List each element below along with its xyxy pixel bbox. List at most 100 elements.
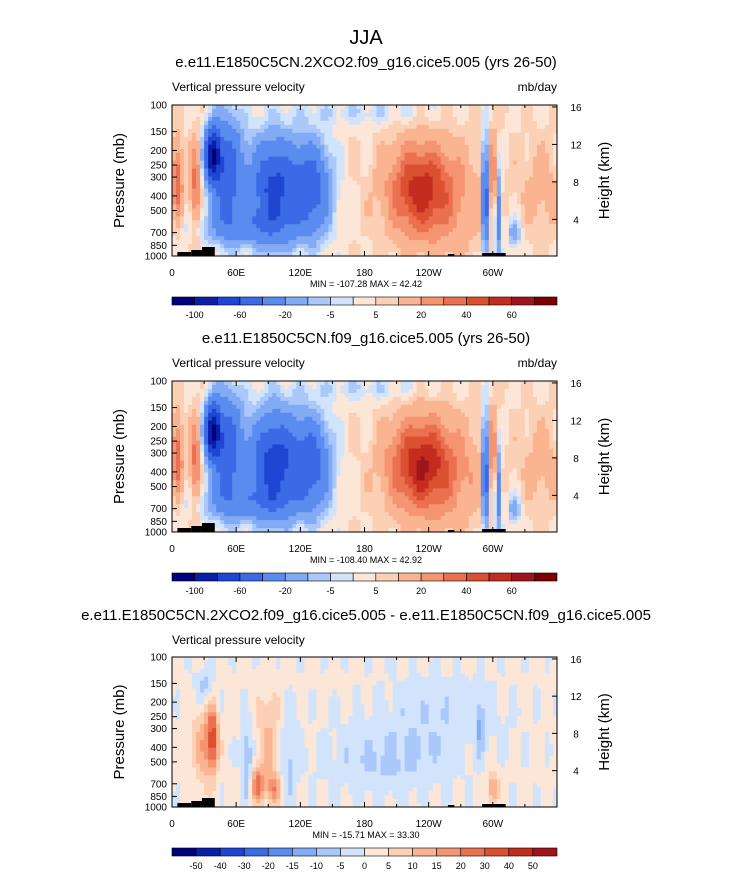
field-cell bbox=[452, 105, 458, 110]
field-cell bbox=[344, 144, 350, 150]
field-cell bbox=[480, 416, 486, 422]
field-cell bbox=[372, 252, 378, 257]
field-cell bbox=[188, 164, 193, 170]
field-cell bbox=[184, 105, 189, 110]
field-cell bbox=[260, 420, 265, 426]
field-cell bbox=[236, 156, 241, 162]
field-cell bbox=[448, 416, 454, 422]
field-cell bbox=[264, 180, 269, 186]
field-cell bbox=[540, 200, 546, 205]
field-cell bbox=[492, 240, 498, 245]
field-cell bbox=[364, 404, 370, 410]
field-cell bbox=[444, 105, 450, 110]
field-cell bbox=[204, 172, 209, 178]
field-cell bbox=[480, 420, 486, 426]
y2-axis-label: Height (km) bbox=[596, 142, 613, 220]
field-cell bbox=[416, 228, 422, 233]
field-cell bbox=[228, 148, 233, 154]
field-cell bbox=[212, 236, 217, 241]
field-cell bbox=[424, 152, 430, 158]
field-cell bbox=[252, 180, 257, 186]
field-cell bbox=[232, 240, 237, 245]
field-cell bbox=[452, 212, 458, 217]
field-cell bbox=[304, 240, 309, 245]
field-cell bbox=[456, 136, 462, 142]
field-cell bbox=[380, 252, 386, 257]
field-cell bbox=[444, 148, 450, 154]
field-cell bbox=[376, 108, 382, 114]
field-cell bbox=[176, 424, 181, 430]
field-cell bbox=[436, 220, 442, 225]
field-cell bbox=[296, 236, 301, 241]
field-cell bbox=[272, 428, 277, 434]
field-cell bbox=[336, 168, 342, 174]
field-cell bbox=[364, 152, 370, 158]
field-cell bbox=[296, 200, 301, 205]
field-cell bbox=[548, 144, 554, 150]
field-cell bbox=[364, 112, 370, 118]
field-cell bbox=[352, 212, 358, 217]
field-cell bbox=[188, 208, 193, 213]
field-cell bbox=[468, 236, 474, 241]
field-cell bbox=[480, 381, 486, 386]
field-cell bbox=[272, 208, 277, 213]
field-cell bbox=[248, 252, 253, 257]
field-cell bbox=[412, 176, 418, 182]
field-cell bbox=[504, 120, 510, 126]
field-cell bbox=[244, 116, 249, 122]
field-cell bbox=[248, 124, 253, 130]
field-cell bbox=[476, 416, 482, 422]
field-cell bbox=[212, 381, 217, 386]
field-cell bbox=[520, 184, 526, 190]
field-cell bbox=[436, 188, 442, 194]
field-cell bbox=[324, 400, 330, 406]
field-cell bbox=[344, 208, 350, 213]
field-cell bbox=[452, 416, 458, 422]
field-cell bbox=[268, 392, 273, 398]
field-cell bbox=[364, 116, 370, 122]
field-cell bbox=[212, 176, 217, 182]
field-cell bbox=[408, 232, 414, 237]
field-cell bbox=[436, 252, 442, 257]
field-cell bbox=[204, 112, 209, 118]
field-cell bbox=[484, 120, 490, 126]
field-cell bbox=[484, 124, 490, 130]
field-cell bbox=[528, 381, 534, 386]
field-cell bbox=[184, 232, 189, 237]
field-cell bbox=[432, 192, 438, 197]
field-cell bbox=[504, 160, 510, 166]
field-cell bbox=[228, 240, 233, 245]
field-cell bbox=[220, 392, 225, 398]
field-cell bbox=[428, 220, 434, 225]
field-cell bbox=[376, 408, 382, 414]
field-cell bbox=[200, 128, 205, 134]
field-cell bbox=[216, 392, 221, 398]
field-cell bbox=[292, 124, 297, 130]
field-cell bbox=[308, 428, 313, 434]
field-cell bbox=[492, 152, 498, 158]
field-cell bbox=[408, 384, 414, 390]
field-cell bbox=[472, 252, 478, 257]
field-cell bbox=[468, 216, 474, 221]
field-cell bbox=[292, 416, 297, 422]
field-cell bbox=[424, 192, 430, 197]
field-cell bbox=[448, 204, 454, 209]
field-cell bbox=[528, 108, 534, 114]
field-cell bbox=[364, 424, 370, 430]
field-cell bbox=[436, 140, 442, 146]
field-cell bbox=[544, 105, 550, 110]
colorbar-box bbox=[216, 296, 241, 306]
field-cell bbox=[356, 148, 362, 154]
field-cell bbox=[340, 408, 346, 414]
field-cell bbox=[176, 244, 181, 249]
field-cell bbox=[356, 192, 362, 197]
field-cell bbox=[308, 236, 313, 241]
field-cell bbox=[260, 164, 265, 170]
field-cell bbox=[392, 416, 398, 422]
field-cell bbox=[428, 160, 434, 166]
pressure-tick-label: 200 bbox=[150, 146, 167, 157]
field-cell bbox=[196, 132, 201, 138]
field-cell bbox=[496, 412, 502, 418]
field-cell bbox=[336, 228, 342, 233]
field-cell bbox=[216, 160, 221, 166]
